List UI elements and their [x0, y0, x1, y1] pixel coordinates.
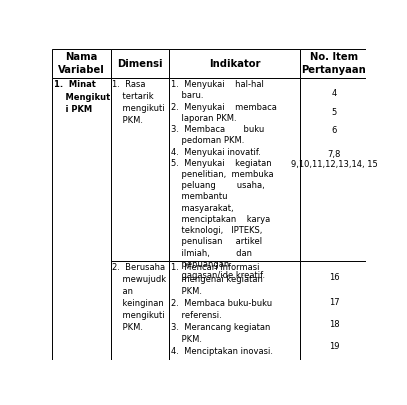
Bar	[53, 78, 111, 361]
Text: 6: 6	[331, 126, 337, 135]
Text: Nama
Variabel: Nama Variabel	[58, 52, 105, 75]
Text: No. Item
Pertanyaan: No. Item Pertanyaan	[302, 52, 366, 75]
Text: 1.  Minat
    Mengikut
    i PKM: 1. Minat Mengikut i PKM	[55, 81, 111, 114]
Text: 5: 5	[331, 108, 337, 117]
Bar	[53, 49, 111, 78]
Text: 19: 19	[329, 342, 339, 351]
Bar	[300, 49, 368, 78]
Bar	[169, 49, 300, 78]
Bar	[300, 261, 368, 361]
Text: 16: 16	[329, 273, 339, 282]
Bar	[111, 261, 169, 361]
Bar	[300, 78, 368, 261]
Bar	[111, 49, 169, 78]
Bar	[169, 261, 300, 361]
Bar	[169, 78, 300, 261]
Text: Indikator: Indikator	[209, 59, 260, 68]
Bar	[111, 78, 169, 261]
Text: 4: 4	[331, 89, 337, 98]
Text: 18: 18	[329, 320, 339, 329]
Circle shape	[141, 175, 188, 222]
Text: 17: 17	[329, 298, 339, 307]
Text: 1.  Menyukai    hal-hal
    baru.
2.  Menyukai    membaca
    laporan PKM.
3.  M: 1. Menyukai hal-hal baru. 2. Menyukai me…	[171, 80, 277, 280]
Text: 9,10,11,12,13,14, 15: 9,10,11,12,13,14, 15	[291, 160, 377, 169]
Text: Dimensi: Dimensi	[117, 59, 163, 68]
Text: 1.  Rasa
    tertarik
    mengikuti
    PKM.: 1. Rasa tertarik mengikuti PKM.	[112, 80, 165, 125]
Circle shape	[130, 164, 199, 232]
Text: 1.  Mencari informasi
    mengenai kegiatan
    PKM.
2.  Membaca buku-buku
    r: 1. Mencari informasi mengenai kegiatan P…	[171, 264, 273, 356]
Text: 2.  Berusaha
    mewujudk
    an
    keinginan
    mengikuti
    PKM.: 2. Berusaha mewujudk an keinginan mengik…	[112, 264, 166, 332]
Text: 7,8: 7,8	[327, 149, 341, 159]
